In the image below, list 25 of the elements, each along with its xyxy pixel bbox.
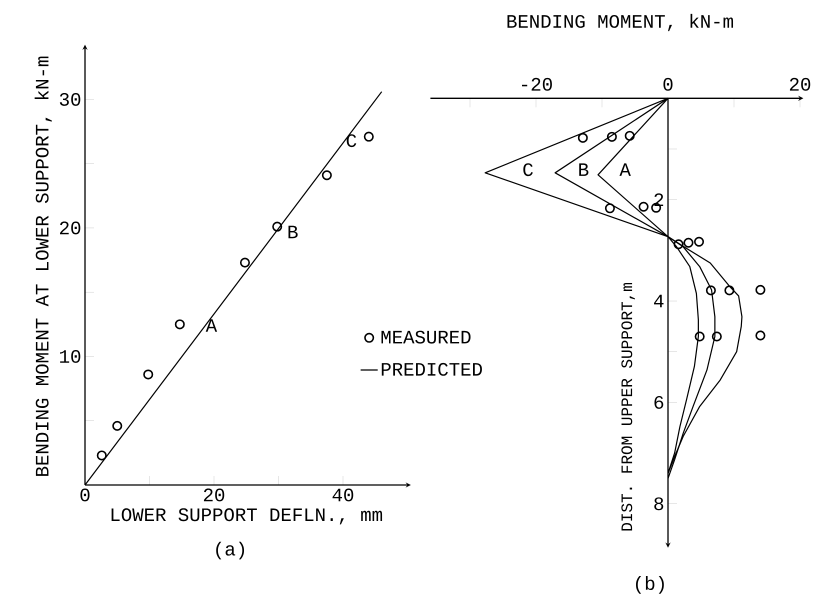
- x-tick-label: 0: [80, 488, 90, 502]
- y-tick-label: 10: [60, 350, 80, 363]
- text: (a): [216, 542, 244, 560]
- legend-label: MEASURED: [382, 330, 471, 344]
- x-tick-label: 20: [204, 488, 224, 502]
- y-axis-title: BENDING MOMENT AT LOWER SUPPORT, kN-m: [34, 56, 52, 476]
- x-tick-label: 20: [790, 78, 810, 91]
- y-tick-label: 4: [654, 294, 664, 308]
- annotation: C: [523, 163, 533, 176]
- annotation: B: [288, 226, 298, 238]
- x-axis-title: BENDING MOMENT, kN-m: [507, 14, 734, 32]
- x-tick-label: 40: [332, 488, 354, 502]
- x-axis-title: LOWER SUPPORT DEFLN., mm: [112, 508, 382, 524]
- y-tick-label: 20: [60, 221, 80, 234]
- annotation: B: [579, 163, 588, 176]
- legend-label: PREDICTED: [382, 362, 482, 376]
- x-tick-label: -20: [522, 78, 552, 91]
- y-tick-label: 6: [654, 396, 664, 409]
- x-tick-label: 0: [663, 78, 673, 91]
- text: (b): [636, 576, 664, 594]
- y-tick-label: 8: [654, 497, 664, 510]
- annotation: A: [206, 319, 218, 332]
- y-tick-label: 30: [60, 92, 80, 106]
- annotation: A: [619, 163, 631, 176]
- y-axis-title: DIST. FROM UPPER SUPPORT,m: [621, 282, 635, 530]
